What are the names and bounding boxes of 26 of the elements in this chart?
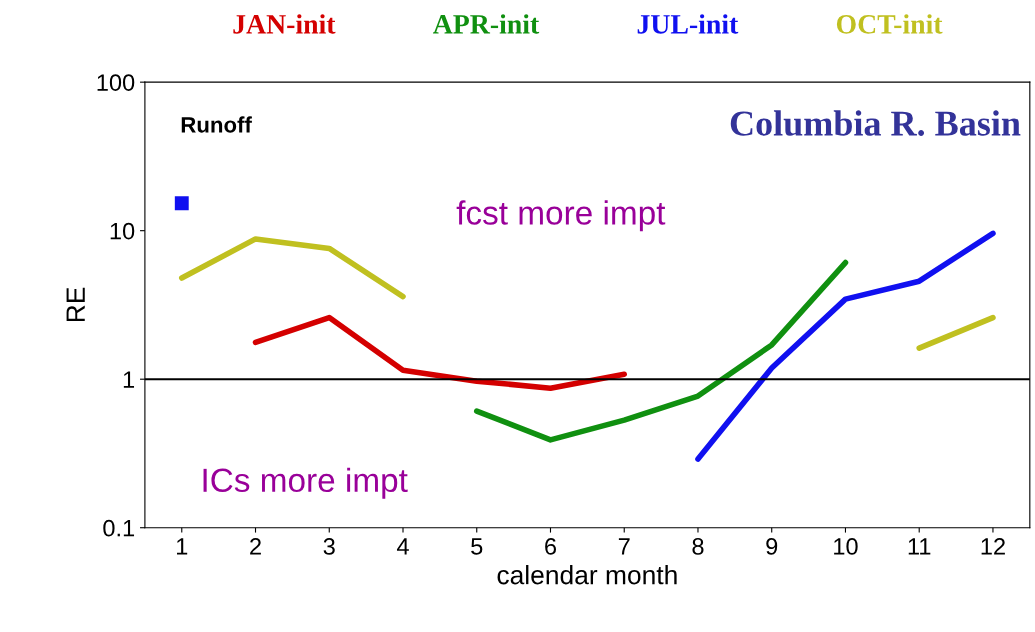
annotation: Columbia R. Basin [730,110,1021,136]
x-tick-label: 9 [766,538,778,555]
text: JAN-init [233,14,336,34]
x-axis-title: calendar month [497,565,677,585]
text: JUL-init [637,14,739,34]
x-tick-label: 3 [323,538,335,555]
x-tick-label: 11 [908,538,931,555]
y-tick-label: 0.1 [103,519,135,537]
annotation: fcst more impt [456,200,666,232]
y-tick-label: 100 [97,74,135,91]
x-tick-label: 7 [618,538,630,555]
x-tick-label: 2 [250,538,261,555]
x-tick-label: 12 [981,538,1005,555]
annotation: ICs more impt [203,467,408,499]
y-tick-label: 1 [123,371,135,388]
y-tick-label: 10 [110,222,135,240]
annotation: Runoff [181,116,252,133]
y-axis-title: RE [66,287,85,322]
text: OCT-init [836,14,943,34]
x-tick-label: 4 [396,538,409,555]
x-tick-label: 1 [177,538,188,555]
x-tick-label: 5 [471,538,483,555]
text: APR-init [433,14,540,34]
x-tick-label: 6 [545,538,557,555]
x-tick-label: 10 [834,538,858,555]
x-tick-label: 8 [692,538,704,555]
